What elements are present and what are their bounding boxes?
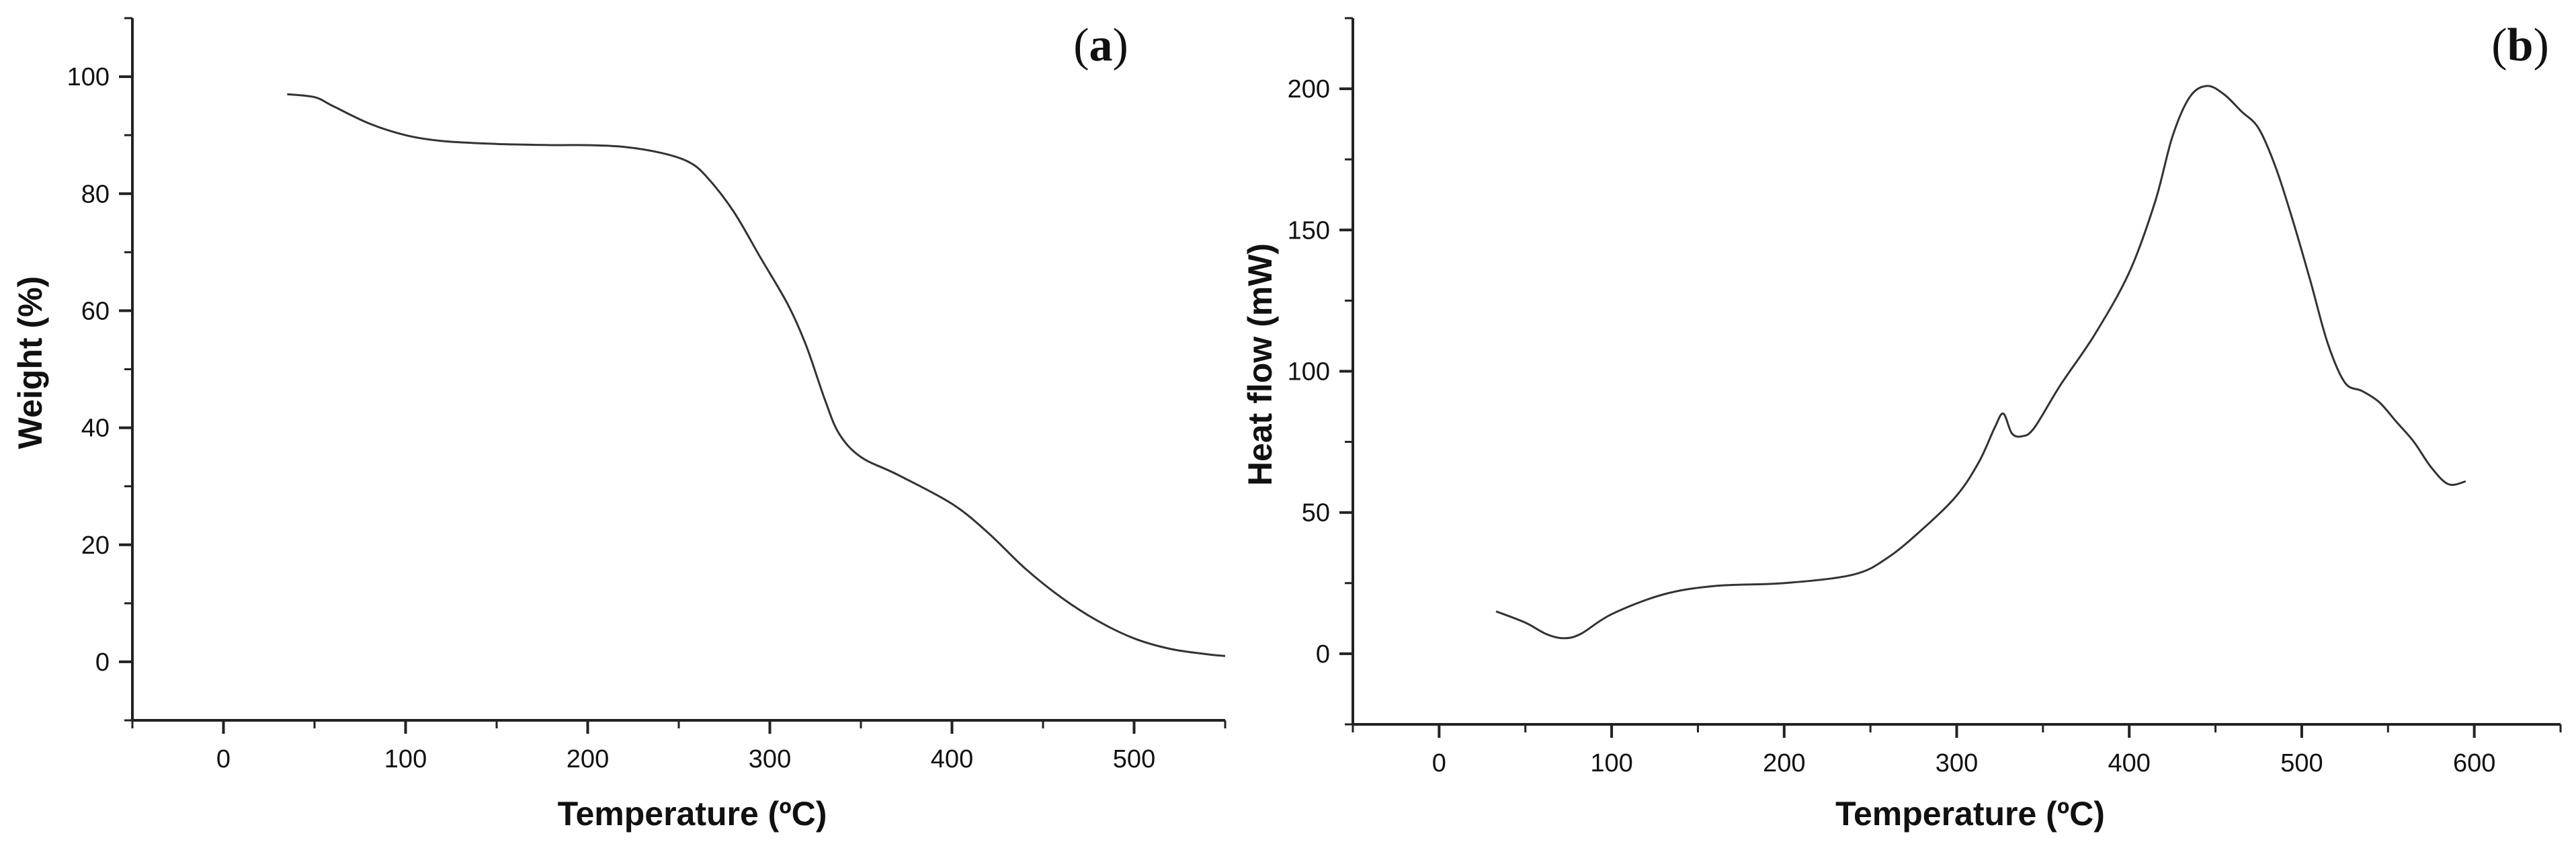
x-tick-label: 300 (749, 745, 791, 773)
x-tick-label: 400 (2108, 749, 2151, 777)
x-axis-title: Temperature (ºC) (558, 795, 827, 833)
x-tick-label: 200 (1763, 749, 1805, 777)
y-tick-label: 50 (1302, 499, 1330, 527)
y-tick-label: 200 (1288, 75, 1330, 103)
chart-b-svg: 0 100 200 300 400 500 600 0 50 100 150 200 Temperatu… (1241, 17, 2562, 833)
x-tick-label: 500 (1113, 745, 1155, 773)
y-tick-label: 20 (81, 532, 110, 560)
x-tick-label: 0 (216, 745, 231, 773)
y-tick-label: 60 (81, 297, 110, 325)
x-tick-label: 0 (1432, 749, 1446, 777)
panel-label: (a) (1073, 19, 1128, 71)
x-tick-label: 300 (1936, 749, 1978, 777)
series-line-weight (287, 93, 1226, 657)
y-tick-label: 100 (67, 63, 110, 91)
y-tick-label: 0 (95, 648, 110, 677)
y-tick-label: 80 (81, 180, 110, 208)
x-tick-label: 500 (2280, 749, 2323, 777)
x-tick-label: 100 (1590, 749, 1632, 777)
chart-panel-b: 0 100 200 300 400 500 600 0 50 100 150 200 Temperatu… (1230, 0, 2576, 848)
y-tick-label: 40 (81, 415, 110, 443)
y-axis-title: Heat flow (mW) (1241, 243, 1279, 486)
chart-a-svg: 0 100 200 300 400 500 0 20 40 60 80 100 Temperature … (11, 17, 1227, 833)
x-tick-label: 100 (384, 745, 427, 773)
x-tick-label: 200 (567, 745, 609, 773)
x-axis-title: Temperature (ºC) (1835, 795, 2105, 833)
x-tick-label: 400 (931, 745, 973, 773)
y-axis-title: Weight (%) (11, 276, 49, 449)
y-tick-label: 0 (1316, 640, 1330, 669)
panel-label: (b) (2491, 19, 2549, 71)
y-tick-label: 150 (1288, 216, 1330, 245)
panel-label-letter: b (2507, 19, 2534, 71)
x-tick-label: 600 (2453, 749, 2495, 777)
series-line-heat-flow (1495, 85, 2466, 640)
chart-panel-a: 0 100 200 300 400 500 0 20 40 60 80 100 Temperature … (0, 0, 1230, 848)
y-tick-label: 100 (1288, 358, 1330, 386)
panel-label-letter: a (1089, 19, 1113, 71)
